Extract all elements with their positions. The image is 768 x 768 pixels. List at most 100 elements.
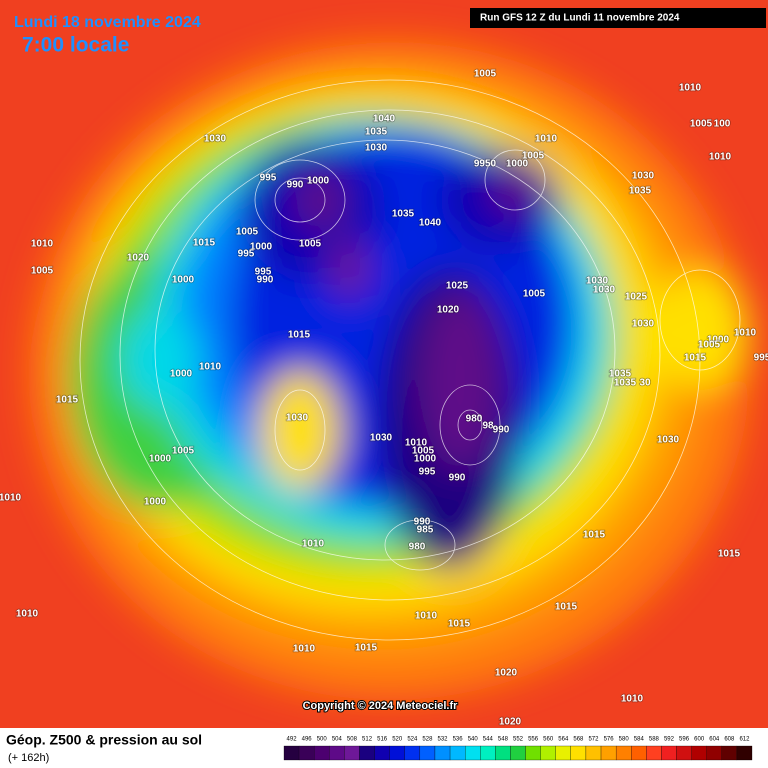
pressure-label: 1015	[288, 330, 311, 341]
colorbar-swatch	[661, 745, 677, 761]
pressure-label: 1000	[307, 176, 330, 187]
pressure-label: 995	[419, 467, 436, 478]
pressure-label: 30	[639, 378, 651, 389]
pressure-label: 1005	[31, 266, 54, 277]
pressure-label: 1015	[355, 643, 378, 654]
pressure-label: 1010	[734, 328, 757, 339]
pressure-label: 1030	[586, 276, 609, 287]
pressure-label: 1005	[523, 289, 546, 300]
pressure-label: 1030	[632, 171, 655, 182]
colorbar-swatch	[615, 745, 632, 761]
pressure-label: 1000	[170, 369, 193, 380]
colorbar-tick-label: 552	[513, 737, 524, 743]
colorbar-swatch	[676, 745, 692, 761]
pressure-label: 1010	[293, 644, 316, 655]
colorbar-tick-label: 580	[619, 737, 630, 743]
colorbar-tick-label: 508	[347, 737, 358, 743]
colorbar-tick-label: 568	[573, 737, 584, 743]
colorbar-tick-label: 516	[377, 737, 388, 743]
colorbar-swatch	[374, 745, 390, 761]
pressure-label: 990	[257, 275, 274, 286]
pressure-label: 1005	[474, 69, 497, 80]
pressure-label: 990	[449, 473, 466, 484]
pressure-label: 1020	[499, 717, 522, 728]
pressure-label: 1010	[405, 438, 428, 449]
colorbar-tick-label: 532	[438, 737, 449, 743]
colorbar-swatch	[706, 745, 722, 761]
pressure-label: 1040	[419, 218, 442, 229]
colorbar-swatch	[404, 745, 421, 761]
colorbar-tick-label: 592	[664, 737, 675, 743]
colorbar-swatch	[570, 745, 587, 761]
colorbar-tick-label: 492	[287, 737, 298, 743]
colorbar-tick-label: 604	[709, 737, 720, 743]
colorbar-tick-label: 512	[362, 737, 373, 743]
colorbar-swatch	[465, 745, 481, 761]
colorbar-tick-label: 612	[739, 737, 750, 743]
pressure-label: 1000	[144, 497, 167, 508]
footer-title: Géop. Z500 & pression au sol	[6, 732, 202, 748]
colorbar-swatch	[480, 745, 496, 761]
pressure-label: 1015	[684, 353, 707, 364]
colorbar-swatch	[631, 745, 647, 761]
pressure-label: 1000	[250, 242, 273, 253]
colorbar-tick-label: 524	[407, 737, 418, 743]
pressure-label: 1005	[172, 446, 195, 457]
pressure-label: 1035	[365, 127, 388, 138]
pressure-label: 1005	[522, 151, 545, 162]
colorbar-swatch	[646, 745, 662, 761]
pressure-label: 1020	[127, 253, 150, 264]
pressure-label: 985	[417, 525, 434, 536]
date-title: Lundi 18 novembre 2024	[14, 14, 201, 31]
pressure-label: 1015	[718, 549, 741, 560]
pressure-label: 990	[414, 517, 431, 528]
colorbar-swatch	[525, 745, 541, 761]
colorbar-tick-label: 500	[317, 737, 328, 743]
pressure-label: 1010	[679, 83, 702, 94]
colorbar-swatch	[600, 745, 617, 761]
colorbar-tick-label: 520	[392, 737, 403, 743]
run-info: Run GFS 12 Z du Lundi 11 novembre 2024	[480, 13, 680, 24]
pressure-label: 98	[482, 421, 494, 432]
colorbar-swatch	[736, 745, 753, 761]
pressure-label: 1015	[193, 238, 216, 249]
colorbar-tick-label: 548	[498, 737, 509, 743]
pressure-label: 990	[493, 425, 510, 436]
pressure-label: 1000	[149, 454, 172, 465]
pressure-label: 1010	[621, 694, 644, 705]
colorbar-swatch	[495, 745, 511, 761]
pressure-label: 1005	[299, 239, 322, 250]
pressure-label: 1035	[392, 209, 415, 220]
colorbar-tick-label: 540	[468, 737, 479, 743]
pressure-label: 995	[238, 249, 255, 260]
pressure-label: 1000	[414, 454, 437, 465]
colorbar-swatch	[585, 745, 602, 761]
colorbar-tick-label: 608	[724, 737, 735, 743]
pressure-label: 1020	[437, 305, 460, 316]
pressure-label: 1010	[199, 362, 222, 373]
pressure-label: 1035	[614, 378, 637, 389]
pressure-label: 1010	[415, 611, 438, 622]
pressure-label: 1000	[172, 275, 195, 286]
colorbar-swatch	[434, 745, 451, 761]
pressure-label: 1010	[709, 152, 732, 163]
pressure-label: 1015	[555, 602, 578, 613]
colorbar-tick-label: 584	[634, 737, 645, 743]
colorbar-swatch	[691, 745, 707, 761]
colorbar-tick-label: 496	[302, 737, 313, 743]
pressure-label: 1000	[707, 335, 730, 346]
pressure-label: 980	[466, 414, 483, 425]
pressure-label: 1035	[629, 186, 652, 197]
pressure-label: 995	[255, 267, 272, 278]
colorbar-tick-label: 504	[332, 737, 343, 743]
pressure-label: 1010	[535, 134, 558, 145]
pressure-label: 100	[714, 119, 731, 130]
footer-lead: (+ 162h)	[8, 752, 49, 764]
pressure-label: 990	[287, 180, 304, 191]
colorbar-tick-label: 560	[543, 737, 554, 743]
pressure-labels: 1005101010301040103510301010100510009950…	[0, 68, 768, 729]
pressure-label: 9950	[474, 159, 497, 170]
colorbar-swatch	[555, 745, 571, 761]
